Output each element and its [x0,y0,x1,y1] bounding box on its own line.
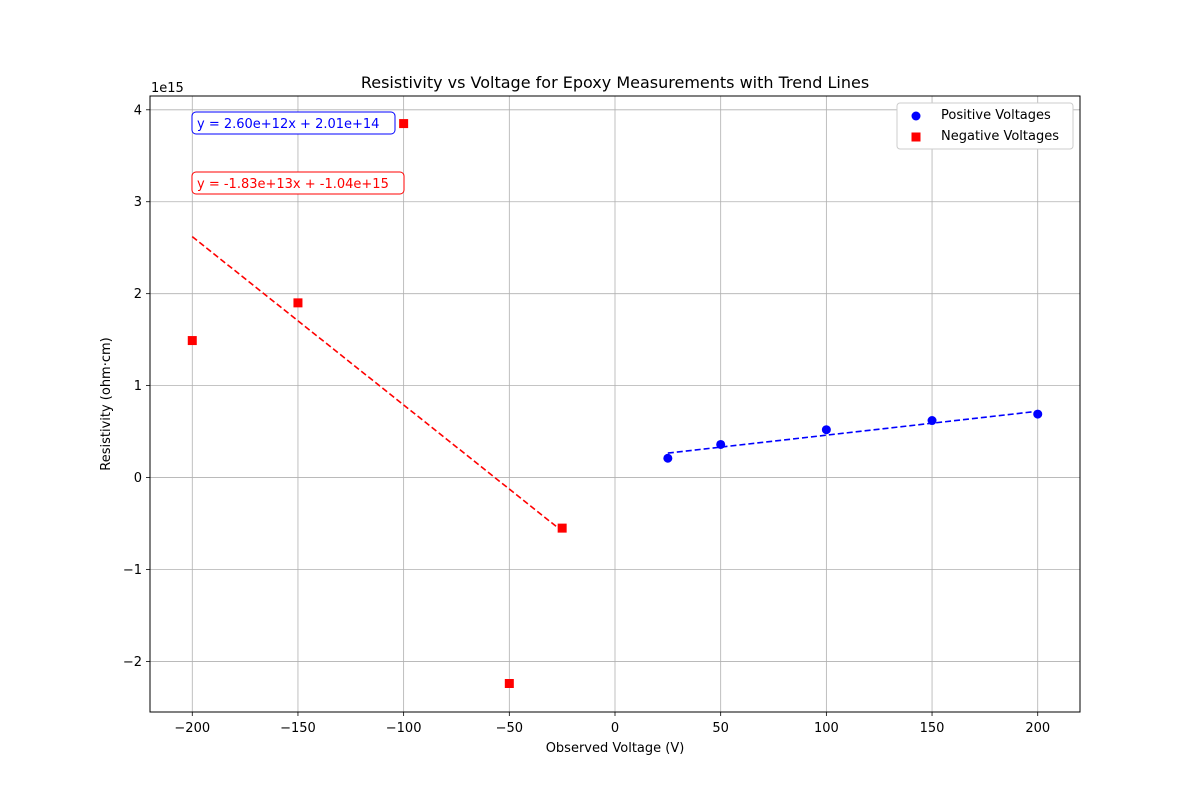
x-tick-label: −200 [174,721,210,736]
x-tick-label: −50 [496,721,523,736]
y-tick-label: 3 [134,195,142,210]
legend-marker-positive [911,111,921,121]
y-tick-label: −1 [123,563,142,578]
y-axis-offset-label: 1e15 [151,81,184,96]
x-tick-label: −150 [280,721,316,736]
y-tick-label: 4 [134,103,142,118]
x-tick-label: 100 [814,721,839,736]
x-tick-label: −100 [386,721,422,736]
legend-label-negative: Negative Voltages [941,129,1059,144]
data-point-positive [1033,409,1043,419]
data-point-negative [187,336,197,346]
axis-ticks: −200 −150 −100 −50 0 50 100 150 200 −2 −1 0 1 2 3 4 [123,103,1050,736]
trend-lines [191,236,1038,532]
chart-title: Resistivity vs Voltage for Epoxy Measure… [361,73,869,92]
data-point-positive [716,439,726,449]
y-tick-label: 2 [134,287,142,302]
y-axis-label: Resistivity (ohm·cm) [99,337,114,471]
grid [150,96,1080,712]
data-point-negative [557,523,567,533]
x-axis-label: Observed Voltage (V) [546,741,685,756]
legend-label-positive: Positive Voltages [941,108,1051,123]
annotation-negative-box [191,171,405,195]
data-point-positive [927,416,937,426]
legend: Positive Voltages Negative Voltages [896,102,1074,150]
data-point-negative [399,119,409,129]
x-tick-label: 150 [920,721,945,736]
x-tick-label: 0 [611,721,619,736]
data-point-negative [293,298,303,308]
y-tick-label: 0 [134,471,142,486]
data-points [187,119,1043,688]
data-point-positive [821,425,831,435]
y-tick-label: −2 [123,655,142,670]
trend-line [667,410,1038,454]
trend-line [191,236,563,532]
legend-marker-negative [911,132,921,142]
data-point-negative [504,678,514,688]
data-point-positive [663,453,673,463]
annotation-negative-fit: y = -1.83e+13x + -1.04e+15 [191,171,405,195]
annotation-positive-text: y = 2.60e+12x + 2.01e+14 [197,117,379,132]
annotation-positive-box [191,111,396,135]
y-tick-label: 1 [134,379,142,394]
annotation-negative-text: y = -1.83e+13x + -1.04e+15 [197,177,389,192]
x-tick-label: 200 [1025,721,1050,736]
legend-box [896,102,1074,150]
annotation-positive-fit: y = 2.60e+12x + 2.01e+14 [191,111,396,135]
x-tick-label: 50 [712,721,729,736]
